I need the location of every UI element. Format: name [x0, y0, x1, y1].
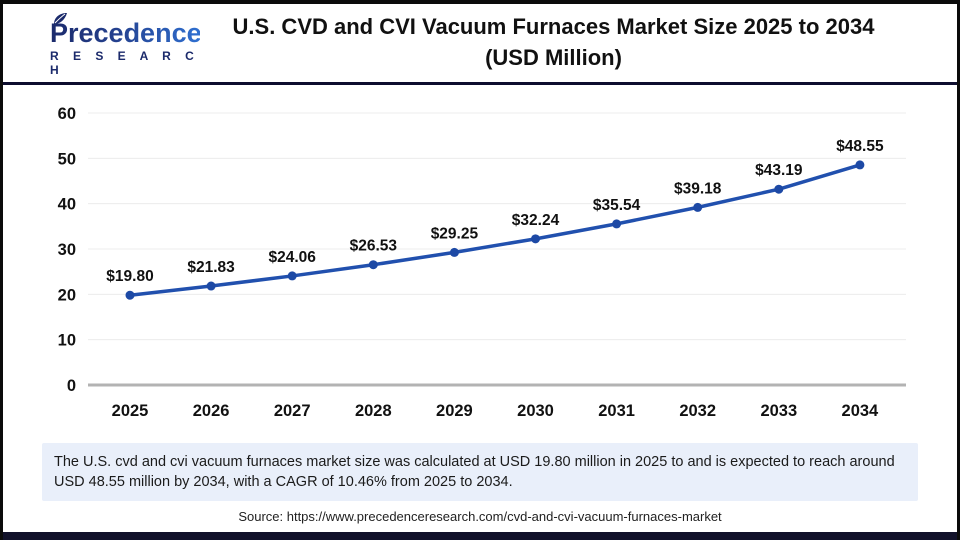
header: Precedence R E S E A R C H U.S. CVD and …: [3, 4, 957, 85]
data-point-label: $24.06: [268, 249, 316, 266]
x-axis-label: 2026: [193, 402, 230, 420]
summary-note: The U.S. cvd and cvi vacuum furnaces mar…: [42, 443, 918, 501]
data-point-label: $32.24: [512, 212, 560, 229]
data-point: [531, 234, 540, 244]
logo-wordmark: Precedence: [50, 18, 202, 48]
data-point: [449, 247, 459, 257]
y-axis-label: 0: [67, 377, 76, 395]
x-axis-label: 2028: [355, 402, 392, 420]
data-point: [774, 184, 784, 194]
bottom-bar: [3, 532, 957, 540]
x-axis-label: 2031: [598, 402, 635, 420]
leaf-icon: [54, 13, 67, 24]
x-axis-label: 2030: [517, 402, 554, 420]
data-point-label: $29.25: [431, 225, 479, 242]
y-axis-label: 40: [58, 196, 76, 214]
x-axis-label: 2027: [274, 402, 311, 420]
data-point: [855, 160, 865, 170]
data-point-label: $48.55: [836, 138, 884, 155]
data-point: [287, 271, 297, 281]
data-point: [206, 281, 216, 291]
y-axis-label: 30: [58, 241, 76, 259]
data-point-label: $43.19: [755, 162, 803, 179]
logo-subtitle: R E S E A R C H: [50, 49, 200, 77]
data-point-label: $35.54: [593, 197, 641, 214]
chart-title: U.S. CVD and CVI Vacuum Furnaces Market …: [158, 11, 949, 73]
chart-title-line1: U.S. CVD and CVI Vacuum Furnaces Market …: [232, 14, 875, 39]
data-point: [125, 290, 135, 300]
data-point: [368, 260, 378, 270]
data-point-label: $19.80: [106, 268, 153, 285]
trend-line: [128, 163, 862, 297]
chart-title-line2: (USD Million): [485, 45, 622, 70]
precedence-research-logo: Precedence R E S E A R C H: [50, 13, 202, 77]
data-point-label: $39.18: [674, 180, 722, 197]
y-axis-label: 20: [58, 286, 76, 304]
x-axis-label: 2032: [679, 402, 716, 420]
data-point-label: $21.83: [187, 259, 235, 276]
market-size-line-chart: 0102030405060$19.802025$21.832026$24.062…: [58, 105, 906, 420]
x-axis-label: 2029: [436, 402, 473, 420]
x-axis-label: 2033: [760, 402, 797, 420]
data-point: [612, 219, 622, 229]
x-axis-label: 2034: [842, 402, 880, 420]
chart-area: 0 10 20 30 40 50 60 $19.80 2025 $21.83 2026 $24.06 2…: [3, 86, 957, 436]
y-axis-label: 10: [58, 332, 76, 350]
x-axis-label: 2025: [112, 402, 149, 420]
y-axis-label: 60: [58, 105, 76, 123]
data-point-label: $26.53: [350, 238, 398, 255]
source-line: Source: https://www.precedenceresearch.c…: [238, 509, 722, 524]
y-axis-label: 50: [58, 150, 76, 168]
data-point: [693, 202, 703, 212]
